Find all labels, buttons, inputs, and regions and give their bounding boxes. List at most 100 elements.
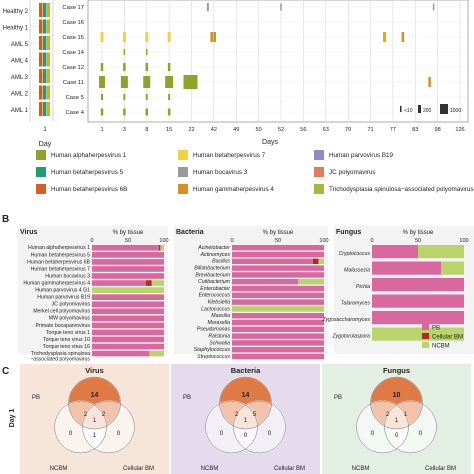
venn-count-all: 1 — [244, 418, 248, 424]
bacteria-bar-pb — [232, 285, 324, 292]
left-bar-green — [43, 36, 47, 50]
virus-color-legend: Human alphaherpesvirus 1 Human betaherpes… — [36, 148, 474, 202]
virus-bar-nc — [149, 350, 164, 357]
bacteria-bar-pb — [232, 340, 324, 346]
panel-a-main: Case 17 Case 16 Case 15 Case 14 Case 12 Case … — [62, 0, 469, 146]
virus-bar-pb — [92, 329, 164, 336]
left-bar-orange — [39, 36, 43, 50]
bacteria-row-label: Ralstonia — [208, 333, 230, 339]
fungus-axis-title: % by tissue — [403, 230, 434, 236]
virus-row-label: Human gammaherpesvirus 4 — [23, 280, 90, 286]
virus-tick: 0 — [90, 238, 93, 244]
case-bar — [145, 108, 148, 116]
venn-count-ncbm-only: 0 — [69, 431, 73, 437]
day-tick: 50 — [256, 127, 262, 133]
fungus-bar-nc — [441, 261, 464, 275]
panel-b-label: B — [2, 214, 9, 225]
bacteria-bar-pb — [232, 347, 324, 353]
bacteria-bar-pb — [232, 245, 324, 251]
case-label: Case 17 — [62, 5, 84, 11]
bacteria-row-label: Schwalia — [209, 340, 230, 346]
fungus-tick: 50 — [415, 238, 421, 244]
left-bar-orange — [39, 69, 43, 83]
fungus-panel-title: Fungus — [336, 229, 361, 236]
venn-set-ncbm: NCBM — [201, 466, 219, 472]
left-bar-yellow — [47, 85, 50, 100]
case-bar — [99, 76, 105, 88]
venn-count-pb-only: 10 — [393, 392, 401, 399]
day-tick: 83 — [412, 127, 418, 133]
case-bar — [123, 94, 126, 100]
legend-item: Human alphaherpesvirus 1 — [36, 150, 126, 160]
left-bar-green — [43, 85, 47, 100]
bacteria-bar-pb — [232, 272, 324, 278]
left-bar-green — [43, 19, 47, 34]
tissue-legend-swatch — [422, 342, 429, 348]
virus-row-label: Merkel cell polyomavirus — [33, 309, 90, 315]
virus-row-label: Human alphaherpesvirus 1 — [28, 245, 90, 251]
virus-row-label: Human betaherpesvirus 7 — [31, 266, 91, 272]
fungus-bar-nc — [418, 245, 464, 259]
bacteria-row-label: Enterococcus — [199, 293, 231, 299]
left-day-tick: 1 — [43, 127, 47, 133]
bacteria-bar-pb — [232, 251, 324, 258]
bacteria-row-label: Acinetobacter — [197, 245, 230, 251]
venn-set-bm: Cellular BM — [425, 466, 456, 472]
case-bar — [428, 77, 431, 87]
legend-item: Human betaherpesvirus 7 — [178, 150, 265, 160]
day-tick: 126 — [455, 127, 464, 133]
virus-bar-pb — [92, 252, 164, 258]
venn-set-pb: PB — [334, 395, 342, 401]
virus-bar-nc — [92, 287, 164, 293]
bacteria-bar-pb — [232, 292, 324, 299]
bacteria-row-label: Pseudomonas — [197, 327, 231, 333]
virus-row-label: −associated polyomavirus — [30, 356, 90, 362]
virus-bar-pb — [92, 245, 159, 251]
venn-panel-title: Bacteria — [231, 366, 261, 375]
venn-panel-header — [322, 364, 471, 376]
virus-row-label: Human betaherpesvirus 6B — [27, 259, 90, 265]
case-bar — [183, 75, 198, 89]
venn-count-bm-only: 0 — [419, 431, 423, 437]
bacteria-bar-pb — [232, 265, 324, 271]
bacteria-row-label: Lactococcus — [201, 306, 230, 312]
size-legend-large: 1000 — [450, 108, 461, 114]
venn-panel-header — [171, 364, 320, 376]
virus-row-label: Trichodysplasia spinulosa — [31, 351, 90, 357]
venn-count-pb-bm: 2 — [102, 412, 106, 418]
virus-bar-pb — [92, 294, 164, 300]
virus-tick: 100 — [159, 238, 168, 244]
case-bar — [101, 94, 103, 100]
venn-set-pb: PB — [183, 395, 191, 401]
bacteria-row-label: Massilia — [211, 313, 230, 319]
left-row-label: AML 1 — [11, 108, 29, 114]
venn-count-pb-ncbm: 2 — [235, 412, 239, 418]
day-1-label: Day 1 — [9, 409, 16, 428]
fungus-bar-pb — [372, 294, 464, 308]
virus-bar-pb — [92, 336, 164, 343]
bacteria-bar-pb — [232, 326, 324, 333]
case-bar — [383, 32, 386, 42]
legend-label: Human betaherpesvirus 6B — [51, 185, 128, 193]
venn-set-bm: Cellular BM — [274, 466, 305, 472]
day-tick: 56 — [300, 127, 306, 133]
case-bar — [145, 94, 148, 100]
case-label: Case 12 — [62, 65, 84, 71]
day-tick: 77 — [390, 127, 396, 133]
case-bar — [145, 32, 149, 42]
day-tick: 1 — [100, 127, 103, 133]
bacteria-row-label: Brevibacterium — [195, 272, 230, 278]
left-bar-yellow — [47, 19, 50, 34]
virus-bar-pb — [92, 273, 164, 279]
legend-swatch — [36, 184, 46, 194]
days-axis-label: Days — [262, 139, 278, 146]
case-bar — [146, 49, 148, 55]
legend-item: Human gammaherpesvirus 4 — [178, 184, 274, 194]
virus-bar-pb — [92, 301, 164, 308]
venn-count-pb-ncbm: 2 — [84, 412, 88, 418]
venn-count-all: 1 — [395, 418, 399, 424]
day-tick: 49 — [233, 127, 239, 133]
left-row-label: AML 3 — [11, 75, 29, 81]
venn-count-pb-bm: 5 — [253, 412, 257, 418]
virus-tick: 50 — [125, 238, 131, 244]
